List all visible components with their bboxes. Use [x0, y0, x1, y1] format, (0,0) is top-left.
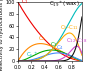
- Text: C$_3$: C$_3$: [50, 41, 58, 49]
- Text: C$_5$-C$_{11}$: C$_5$-C$_{11}$: [60, 23, 79, 32]
- Y-axis label: Selectivity to hydrocarbons (%): Selectivity to hydrocarbons (%): [0, 0, 4, 71]
- X-axis label: α: α: [48, 70, 52, 71]
- Text: C$_{19}$$^+$(wax): C$_{19}$$^+$(wax): [48, 0, 79, 9]
- Text: C$_4$: C$_4$: [56, 43, 64, 52]
- Text: C$_{12}$-C$_{18}$: C$_{12}$-C$_{18}$: [66, 36, 88, 45]
- Text: C$_5$$^+$: C$_5$$^+$: [26, 50, 38, 60]
- Text: C$_1$: C$_1$: [21, 0, 29, 6]
- Text: C$_2$: C$_2$: [38, 34, 46, 43]
